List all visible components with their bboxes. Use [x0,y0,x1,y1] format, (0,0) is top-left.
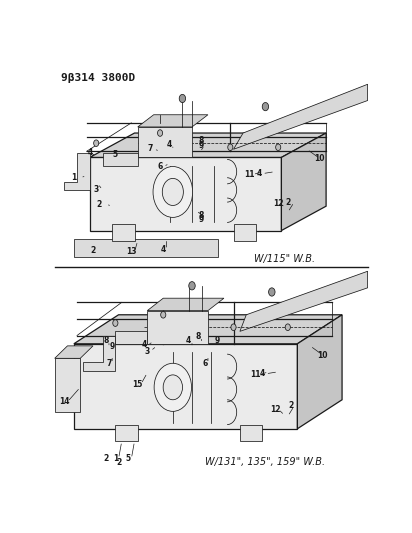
Circle shape [153,166,193,217]
Text: W/115" W.B.: W/115" W.B. [254,254,315,264]
Circle shape [94,140,99,147]
Text: 10: 10 [314,154,325,163]
Polygon shape [240,425,262,441]
Text: 9: 9 [199,141,204,150]
Text: 4: 4 [256,169,262,178]
Text: 5: 5 [113,150,118,159]
Text: 7: 7 [148,144,153,154]
Circle shape [228,144,233,150]
Circle shape [162,179,183,206]
Polygon shape [234,224,256,241]
Text: 3: 3 [145,346,150,356]
Text: 10: 10 [318,351,328,360]
Circle shape [154,364,192,411]
Text: 12: 12 [273,199,283,208]
Text: 14: 14 [59,397,70,406]
Text: 8: 8 [199,135,204,144]
Text: 8: 8 [103,336,108,345]
Text: 1: 1 [113,454,118,463]
Polygon shape [64,154,90,190]
Text: 4: 4 [186,336,192,345]
Text: 2: 2 [285,198,290,207]
Text: 15: 15 [133,379,143,389]
Text: W/131", 135", 159" W.B.: W/131", 135", 159" W.B. [205,457,325,467]
Text: 5: 5 [126,454,131,463]
Polygon shape [281,133,326,231]
Text: 9β314 3800D: 9β314 3800D [61,73,135,83]
Text: 4: 4 [141,341,147,349]
Text: 9: 9 [199,215,204,224]
Polygon shape [138,115,208,127]
Text: 7: 7 [106,359,112,368]
Polygon shape [112,224,134,241]
Text: 4: 4 [87,148,92,157]
Polygon shape [90,157,281,231]
Polygon shape [74,315,342,344]
Circle shape [189,281,195,290]
Text: 3: 3 [94,185,99,195]
Circle shape [179,94,185,102]
Text: 11: 11 [244,170,255,179]
Circle shape [163,375,183,400]
Circle shape [231,324,236,330]
Text: 9: 9 [215,336,220,345]
Text: 9: 9 [110,342,115,351]
Text: 8: 8 [199,211,204,220]
Circle shape [113,320,118,326]
Circle shape [269,288,275,296]
Polygon shape [147,311,208,344]
Text: 4: 4 [260,369,265,378]
Polygon shape [74,344,297,429]
Polygon shape [138,127,192,157]
Circle shape [285,324,290,330]
Polygon shape [115,332,147,344]
Circle shape [161,311,166,318]
Polygon shape [74,239,218,257]
Text: 4: 4 [167,140,172,149]
Polygon shape [55,358,80,412]
Text: 11: 11 [250,370,261,379]
Text: 2: 2 [288,401,294,410]
Polygon shape [55,346,93,358]
Text: 2: 2 [116,458,121,467]
Polygon shape [297,315,342,429]
Circle shape [262,102,269,111]
Circle shape [276,144,281,150]
Polygon shape [240,271,368,332]
Polygon shape [234,84,368,149]
Text: 8: 8 [196,332,201,341]
Text: 1: 1 [71,173,77,182]
Polygon shape [90,133,326,157]
Text: 2: 2 [90,246,96,255]
Polygon shape [147,298,224,311]
Polygon shape [83,335,115,371]
Text: 12: 12 [270,405,280,414]
Text: 6: 6 [202,359,207,368]
Text: 2: 2 [103,454,108,463]
Text: 13: 13 [126,247,136,256]
Polygon shape [103,154,138,166]
Polygon shape [115,425,138,441]
Circle shape [157,130,163,136]
Text: 2: 2 [97,200,102,208]
Text: 6: 6 [157,162,163,171]
Text: 4: 4 [161,245,166,254]
